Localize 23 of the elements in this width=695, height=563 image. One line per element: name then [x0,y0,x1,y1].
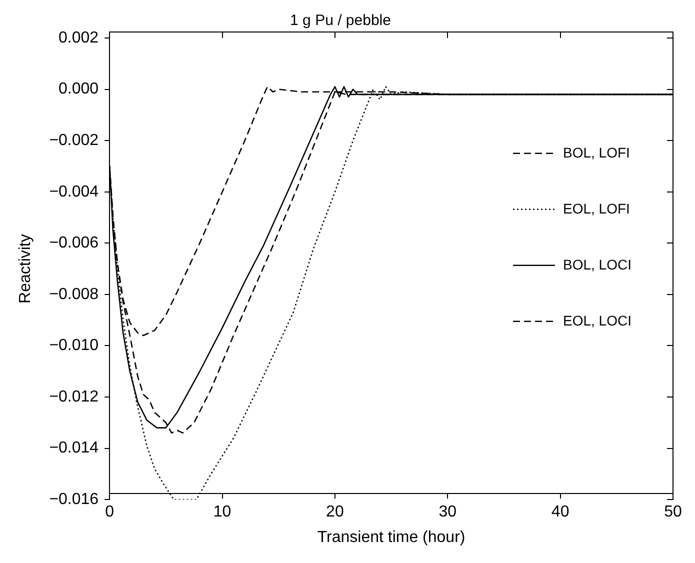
y-tick-label: −0.004 [49,183,99,200]
y-tick-label: −0.010 [49,337,99,354]
y-tick-label: 0.000 [58,80,99,98]
x-tick-label: 0 [105,504,114,521]
x-axis-title: Transient time (hour) [317,528,466,546]
legend-label: BOL, LOFI [563,144,630,160]
y-tick-label: −0.012 [49,388,99,406]
y-axis-title: Reactivity [17,234,34,304]
x-tick-label: 20 [326,504,344,521]
x-tick-label: 10 [213,504,232,521]
y-tick-label: −0.002 [49,132,99,149]
y-tick-label: −0.016 [49,491,99,508]
x-tick-label: 40 [551,504,570,521]
chart-title: 1 g Pu / pebble [290,12,391,30]
y-tick-label: −0.008 [49,286,99,303]
y-tick-label: −0.006 [49,234,99,252]
x-tick-label: 50 [664,504,682,521]
legend-label: EOL, LOFI [563,200,630,216]
legend-label: BOL, LOCI [563,256,632,272]
legend-label: EOL, LOCI [563,312,632,328]
y-tick-label: −0.014 [49,440,99,457]
x-tick-label: 30 [438,504,457,521]
y-tick-label: 0.002 [58,29,99,46]
